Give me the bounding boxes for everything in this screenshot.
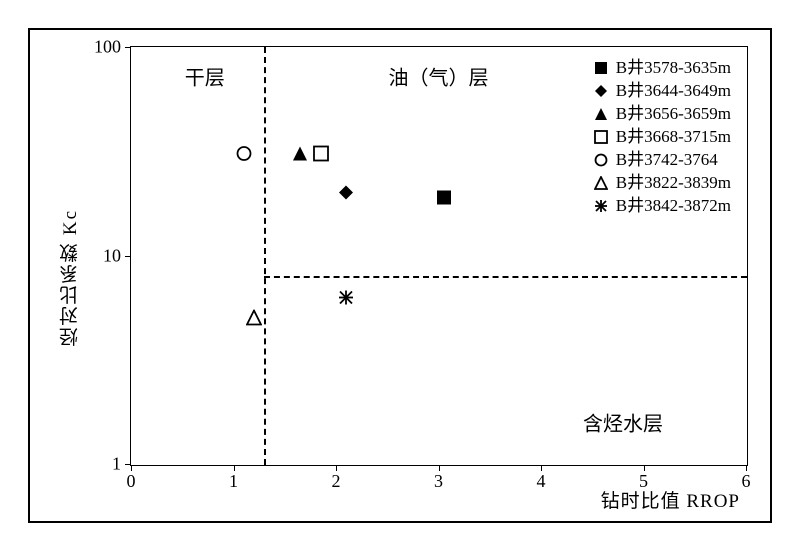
marker-icon xyxy=(338,185,354,201)
x-tick-label: 4 xyxy=(537,471,546,492)
data-point xyxy=(338,185,354,206)
region-label: 油（气）层 xyxy=(389,62,489,91)
y-tick-label: 1 xyxy=(112,454,121,475)
x-tick-label: 6 xyxy=(742,471,751,492)
marker-icon xyxy=(436,189,452,205)
marker-icon xyxy=(246,310,262,326)
chart-container: 烃对比系数 Kc 钻时比值 RROP 0123456110100干层油（气）层含… xyxy=(0,0,800,551)
plot-area: 0123456110100干层油（气）层含烃水层B井3578-3635mB井36… xyxy=(130,46,748,466)
x-axis-label: 钻时比值 RROP xyxy=(601,486,740,513)
legend-item: B井3842-3872m xyxy=(594,197,731,214)
legend-label: B井3656-3659m xyxy=(616,105,731,122)
marker-icon xyxy=(594,130,608,144)
y-tick xyxy=(125,464,131,465)
y-tick xyxy=(125,47,131,48)
region-label: 干层 xyxy=(185,62,225,91)
legend: B井3578-3635m B井3644-3649m B井3656-3659m B井36… xyxy=(594,59,731,220)
marker-icon xyxy=(594,61,608,75)
data-point xyxy=(236,146,252,167)
legend-label: B井3822-3839m xyxy=(616,174,731,191)
region-label: 含烃水层 xyxy=(583,408,663,437)
x-tick-label: 5 xyxy=(639,471,648,492)
marker-icon xyxy=(338,290,354,306)
legend-item: B井3668-3715m xyxy=(594,128,731,145)
y-axis-label: 烃对比系数 Kc xyxy=(60,30,80,525)
marker-icon xyxy=(236,146,252,162)
marker-icon xyxy=(594,176,608,190)
data-point xyxy=(246,310,262,331)
y-axis-label-text: 烃对比系数 Kc xyxy=(57,209,84,347)
marker-icon xyxy=(594,107,608,121)
marker-icon xyxy=(313,146,329,162)
x-tick-label: 1 xyxy=(229,471,238,492)
data-point xyxy=(313,146,329,167)
y-tick-label: 10 xyxy=(103,245,121,266)
marker-icon xyxy=(594,84,608,98)
x-tick-label: 0 xyxy=(127,471,136,492)
legend-item: B井3656-3659m xyxy=(594,105,731,122)
data-point xyxy=(436,189,452,210)
legend-label: B井3842-3872m xyxy=(616,197,731,214)
legend-label: B井3578-3635m xyxy=(616,59,731,76)
legend-label: B井3668-3715m xyxy=(616,128,731,145)
x-tick-label: 2 xyxy=(332,471,341,492)
reference-line-horizontal xyxy=(264,276,747,278)
legend-label: B井3742-3764 xyxy=(616,151,718,168)
y-tick-label: 100 xyxy=(94,37,121,58)
marker-icon xyxy=(594,199,608,213)
marker-icon xyxy=(292,146,308,162)
legend-item: B井3742-3764 xyxy=(594,151,731,168)
data-point xyxy=(338,290,354,311)
marker-icon xyxy=(594,153,608,167)
chart-frame: 烃对比系数 Kc 钻时比值 RROP 0123456110100干层油（气）层含… xyxy=(28,28,772,523)
y-tick xyxy=(125,256,131,257)
x-tick-label: 3 xyxy=(434,471,443,492)
legend-label: B井3644-3649m xyxy=(616,82,731,99)
legend-item: B井3644-3649m xyxy=(594,82,731,99)
legend-item: B井3822-3839m xyxy=(594,174,731,191)
legend-item: B井3578-3635m xyxy=(594,59,731,76)
reference-line-vertical xyxy=(264,47,266,465)
data-point xyxy=(292,146,308,167)
